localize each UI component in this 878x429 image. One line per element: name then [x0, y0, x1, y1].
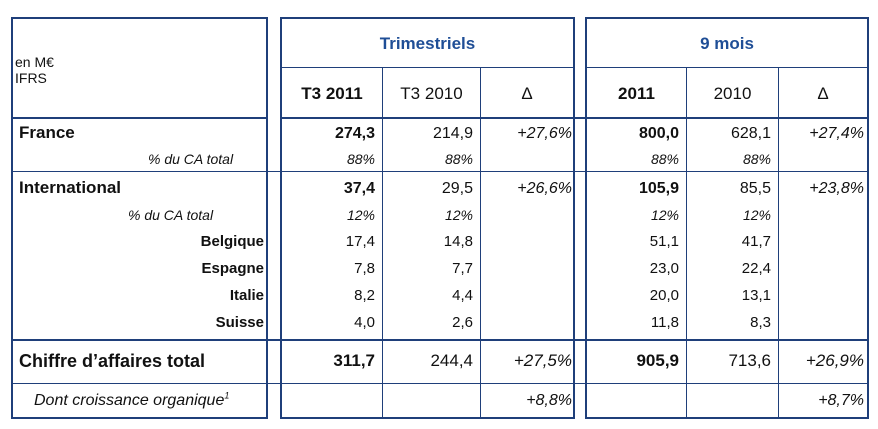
france-t3-2011: 274,3: [334, 125, 375, 142]
suisse-t3-2010: 2,6: [452, 314, 473, 331]
international-t3-2011: 37,4: [343, 180, 375, 197]
france-2011: 800,0: [638, 125, 679, 142]
france-2010: 628,1: [730, 125, 771, 142]
gap-cover: [268, 117, 280, 119]
organic-label-text: Dont croissance organique: [34, 392, 225, 409]
total-t3-2011: 311,7: [333, 351, 375, 370]
col-header-t3-2011: T3 2011: [301, 84, 363, 103]
col-divider: [686, 68, 687, 418]
footnote-marker: 1: [224, 390, 230, 401]
col-header-2011: 2011: [618, 84, 655, 103]
row-label-italie: Italie: [229, 287, 264, 304]
international-share-2010: 12%: [742, 207, 771, 223]
belgique-t3-2011: 17,4: [345, 233, 375, 250]
suisse-2011: 11,8: [650, 314, 679, 331]
international-2011: 105,9: [638, 180, 679, 197]
belgique-2011: 51,1: [649, 233, 679, 250]
italie-t3-2011: 8,2: [354, 287, 375, 304]
label-panel: [11, 17, 268, 419]
col-header-delta-9months: Δ: [817, 84, 829, 103]
row-label-total: Chiffre d’affaires total: [19, 351, 206, 371]
international-share-t3-2010: 12%: [444, 207, 473, 223]
france-share-2010: 88%: [742, 151, 771, 167]
france-delta-9months: +27,4%: [809, 125, 864, 142]
col-header-t3-2010: T3 2010: [400, 84, 463, 103]
header-divider: [11, 117, 869, 119]
total-delta-9months: +26,9%: [805, 351, 864, 370]
col-header-2010: 2010: [713, 84, 752, 103]
standard-label: IFRS: [15, 70, 47, 86]
france-share-t3-2011: 88%: [346, 151, 375, 167]
total-2010: 713,6: [728, 351, 771, 370]
international-share-t3-2011: 12%: [346, 207, 375, 223]
espagne-t3-2011: 7,8: [354, 260, 375, 277]
unit-label: en M€: [15, 54, 54, 70]
belgique-2010: 41,7: [741, 233, 771, 250]
nine-months-panel: [585, 17, 869, 419]
espagne-2011: 23,0: [649, 260, 679, 277]
international-share-label: % du CA total: [128, 207, 214, 223]
row-label-france: France: [19, 123, 75, 142]
row-label-belgique: Belgique: [200, 233, 264, 250]
row-label-organic: Dont croissance organique1: [34, 391, 229, 411]
belgique-t3-2010: 14,8: [443, 233, 473, 250]
organic-delta-9months: +8,7%: [818, 392, 864, 409]
row-label-suisse: Suisse: [215, 314, 264, 331]
espagne-2010: 22,4: [741, 260, 771, 277]
international-2010: 85,5: [739, 180, 771, 197]
total-2011: 905,9: [636, 351, 679, 370]
international-delta-9months: +23,8%: [809, 180, 864, 197]
international-share-2011: 12%: [650, 207, 679, 223]
group-header-divider: [586, 67, 868, 68]
nine-months-group-header: 9 mois: [700, 34, 754, 53]
organic-delta-quarterly: +8,8%: [526, 392, 572, 409]
france-share-label: % du CA total: [148, 151, 234, 167]
international-t3-2010: 29,5: [441, 180, 473, 197]
france-t3-2010: 214,9: [432, 125, 473, 142]
international-delta-quarterly: +26,6%: [517, 180, 572, 197]
group-header-divider: [281, 67, 574, 68]
row-label-international: International: [19, 178, 122, 197]
italie-2010: 13,1: [741, 287, 771, 304]
total-divider: [11, 339, 869, 341]
italie-t3-2010: 4,4: [452, 287, 473, 304]
total-t3-2010: 244,4: [430, 351, 473, 370]
france-share-t3-2010: 88%: [444, 151, 473, 167]
col-divider: [382, 68, 383, 418]
suisse-t3-2011: 4,0: [354, 314, 375, 331]
espagne-t3-2010: 7,7: [452, 260, 473, 277]
total-delta-quarterly: +27,5%: [513, 351, 572, 370]
row-divider: [11, 383, 869, 384]
col-header-delta-quarterly: Δ: [521, 84, 533, 103]
col-divider: [778, 68, 779, 418]
row-label-espagne: Espagne: [201, 260, 264, 277]
quarterly-panel: [280, 17, 575, 419]
row-divider: [11, 171, 869, 172]
col-divider: [480, 68, 481, 418]
italie-2011: 20,0: [649, 287, 679, 304]
quarterly-group-header: Trimestriels: [379, 34, 476, 53]
suisse-2010: 8,3: [750, 314, 771, 331]
france-delta-quarterly: +27,6%: [517, 125, 572, 142]
france-share-2011: 88%: [650, 151, 679, 167]
